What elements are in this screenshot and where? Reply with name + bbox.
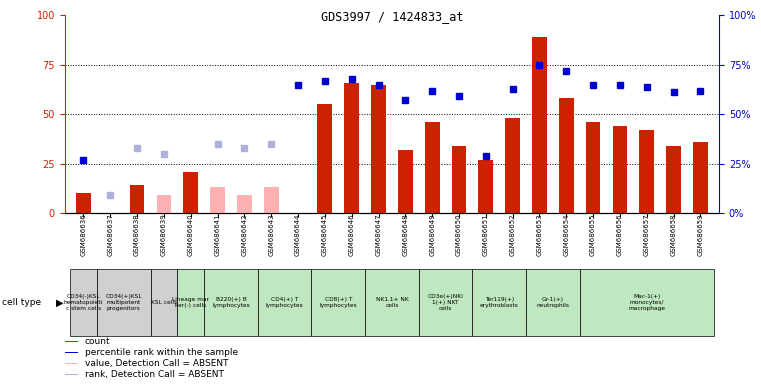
Bar [97, 269, 151, 336]
Bar [65, 374, 78, 376]
Text: GSM686636: GSM686636 [81, 213, 87, 256]
Text: GSM686659: GSM686659 [697, 213, 703, 256]
Bar [526, 269, 580, 336]
Bar [344, 83, 359, 213]
Bar [559, 98, 574, 213]
Bar [311, 269, 365, 336]
Bar [419, 269, 473, 336]
Bar [473, 269, 526, 336]
Bar [177, 269, 204, 336]
Text: GSM686647: GSM686647 [375, 213, 381, 256]
Text: GSM686641: GSM686641 [215, 213, 221, 256]
Bar [586, 122, 600, 213]
Text: Lineage mar
ker(-) cells: Lineage mar ker(-) cells [172, 297, 209, 308]
Text: GSM686638: GSM686638 [134, 213, 140, 256]
Bar [76, 194, 91, 213]
Bar [65, 352, 78, 353]
Bar [505, 118, 520, 213]
Bar [371, 84, 386, 213]
Text: GSM686653: GSM686653 [537, 213, 543, 256]
Text: GSM686655: GSM686655 [590, 213, 596, 256]
Text: count: count [84, 337, 110, 346]
Bar [258, 269, 311, 336]
Bar [65, 363, 78, 364]
Bar [157, 195, 171, 213]
Bar [479, 160, 493, 213]
Bar [210, 187, 225, 213]
Text: GSM686637: GSM686637 [107, 213, 113, 256]
Text: KSL cells: KSL cells [151, 300, 177, 305]
Text: GSM686648: GSM686648 [403, 213, 409, 256]
Text: Gr-1(+)
neutrophils: Gr-1(+) neutrophils [537, 297, 569, 308]
Text: ▶: ▶ [56, 297, 63, 308]
Bar [613, 126, 627, 213]
Text: GSM686639: GSM686639 [161, 213, 167, 256]
Text: GSM686649: GSM686649 [429, 213, 435, 256]
Bar [365, 269, 419, 336]
Text: CD34(+)KSL
multipotent
progenitors: CD34(+)KSL multipotent progenitors [105, 294, 142, 311]
Bar [666, 146, 681, 213]
Text: GSM686652: GSM686652 [510, 213, 516, 256]
Text: cell type: cell type [2, 298, 40, 307]
Text: CD34(-)KSL
hematopoieti
c stem cells: CD34(-)KSL hematopoieti c stem cells [64, 294, 103, 311]
Text: CD4(+) T
lymphocytes: CD4(+) T lymphocytes [266, 297, 304, 308]
Bar [580, 269, 714, 336]
Text: GSM686651: GSM686651 [482, 213, 489, 256]
Bar [532, 37, 547, 213]
Text: GSM686642: GSM686642 [241, 213, 247, 256]
Text: percentile rank within the sample: percentile rank within the sample [84, 348, 238, 357]
Bar [204, 269, 258, 336]
Text: GSM686646: GSM686646 [349, 213, 355, 256]
Bar [398, 150, 412, 213]
Bar [65, 341, 78, 343]
Text: NK1.1+ NK
cells: NK1.1+ NK cells [375, 297, 409, 308]
Bar [151, 269, 177, 336]
Text: CD3e(+)NKI
1(+) NKT
cells: CD3e(+)NKI 1(+) NKT cells [428, 294, 463, 311]
Text: CD8(+) T
lymphocytes: CD8(+) T lymphocytes [320, 297, 357, 308]
Text: GSM686650: GSM686650 [456, 213, 462, 256]
Bar [70, 269, 97, 336]
Text: GSM686658: GSM686658 [670, 213, 677, 256]
Bar [317, 104, 333, 213]
Text: GSM686640: GSM686640 [188, 213, 194, 256]
Text: GSM686643: GSM686643 [268, 213, 274, 256]
Text: GSM686654: GSM686654 [563, 213, 569, 256]
Text: GSM686645: GSM686645 [322, 213, 328, 256]
Text: value, Detection Call = ABSENT: value, Detection Call = ABSENT [84, 359, 228, 368]
Text: GSM686644: GSM686644 [295, 213, 301, 256]
Bar [237, 195, 252, 213]
Text: B220(+) B
lymphocytes: B220(+) B lymphocytes [212, 297, 250, 308]
Bar [129, 185, 145, 213]
Bar [693, 142, 708, 213]
Bar [451, 146, 466, 213]
Text: GDS3997 / 1424833_at: GDS3997 / 1424833_at [320, 10, 463, 23]
Bar [264, 187, 279, 213]
Text: Mac-1(+)
monocytes/
macrophage: Mac-1(+) monocytes/ macrophage [629, 294, 665, 311]
Text: Ter119(+)
erythroblasts: Ter119(+) erythroblasts [479, 297, 519, 308]
Text: rank, Detection Call = ABSENT: rank, Detection Call = ABSENT [84, 370, 224, 379]
Text: GSM686656: GSM686656 [617, 213, 623, 256]
Bar [183, 172, 198, 213]
Bar [639, 130, 654, 213]
Text: GSM686657: GSM686657 [644, 213, 650, 256]
Bar [425, 122, 440, 213]
